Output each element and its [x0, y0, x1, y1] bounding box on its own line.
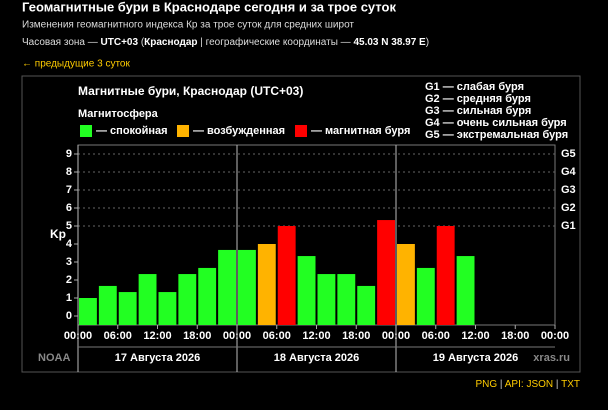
timezone-part: Часовая зона —	[22, 37, 101, 48]
y-tick-label: 7	[66, 184, 72, 196]
timezone-part: )	[426, 37, 429, 48]
y2-tick-label: G3	[561, 184, 576, 196]
y-tick-label: 3	[66, 256, 72, 268]
bar	[436, 226, 455, 325]
bar	[98, 285, 117, 325]
legend-label: — спокойная	[96, 125, 168, 137]
legend-label: — магнитная буря	[311, 125, 410, 137]
chart-title: Магнитные бури, Краснодар (UTC+03)	[78, 84, 303, 98]
legend-label: — возбужденная	[193, 125, 285, 137]
api-label: API:	[505, 379, 524, 390]
storm-legend: G1 — слабая буря	[425, 81, 524, 93]
bar	[218, 249, 236, 325]
y2-tick-label: G5	[561, 148, 576, 160]
y-label: Kp	[50, 227, 66, 241]
source-right: xras.ru	[533, 352, 570, 364]
day-label: 19 Августа 2026	[433, 352, 519, 364]
storm-legend: G5 — экстремальная буря	[425, 129, 568, 141]
bar	[138, 274, 157, 325]
x-tick-label: 18:00	[501, 330, 529, 342]
timezone-line: Часовая зона — UTC+03 (Краснодар | геогр…	[22, 36, 429, 48]
storm-legend: G2 — средняя буря	[425, 93, 531, 105]
bar	[297, 256, 316, 325]
x-tick-label: 18:00	[342, 330, 370, 342]
y2-tick-label: G2	[561, 202, 576, 214]
bar	[416, 267, 435, 325]
y-tick-label: 6	[66, 202, 72, 214]
subtitle: Изменения геомагнитного индекса Кр за тр…	[22, 20, 354, 31]
y-tick-label: 0	[66, 310, 72, 322]
storm-legend: G4 — очень сильная буря	[425, 117, 567, 129]
y-tick-label: 1	[66, 292, 72, 304]
bar	[238, 249, 256, 325]
bar	[337, 274, 356, 325]
bar	[158, 292, 177, 325]
legend-title: Магнитосфера	[78, 108, 159, 120]
bar	[118, 292, 137, 325]
bar	[357, 285, 376, 325]
txt-link[interactable]: TXT	[561, 379, 580, 390]
png-link[interactable]: PNG	[475, 379, 497, 390]
bar	[456, 256, 475, 325]
legend-swatch	[177, 125, 189, 137]
x-tick-label: 00:00	[541, 330, 569, 342]
timezone-part: (	[138, 37, 145, 48]
y-tick-label: 9	[66, 148, 72, 160]
x-tick-label: 18:00	[183, 330, 211, 342]
json-link[interactable]: JSON	[526, 379, 553, 390]
day-label: 17 Августа 2026	[115, 352, 201, 364]
footer: PNG | API: JSON | TXT	[475, 379, 580, 390]
x-tick-label: 12:00	[302, 330, 330, 342]
legend-swatch	[80, 125, 92, 137]
x-tick-label: 06:00	[104, 330, 132, 342]
y-tick-label: 4	[66, 238, 73, 250]
prev-link[interactable]: ← предыдущие 3 суток	[22, 59, 130, 70]
bar	[178, 274, 197, 325]
source-left: NOAA	[38, 352, 70, 364]
x-tick-label: 12:00	[461, 330, 489, 342]
legend-swatch	[295, 125, 307, 137]
bar	[257, 244, 276, 325]
day-label: 18 Августа 2026	[274, 352, 360, 364]
timezone-part: | географические координаты —	[198, 36, 354, 48]
y2-tick-label: G1	[561, 220, 576, 232]
timezone-part: Краснодар	[144, 37, 197, 48]
y-tick-label: 8	[66, 166, 72, 178]
bar	[198, 267, 217, 325]
storm-legend: G3 — сильная буря	[425, 105, 531, 117]
page-title: Геомагнитные бури в Краснодаре сегодня и…	[22, 0, 396, 14]
y-tick-label: 2	[66, 274, 72, 286]
bar	[317, 274, 336, 325]
x-tick-label: 06:00	[422, 330, 450, 342]
bar	[397, 244, 415, 325]
x-tick-label: 06:00	[263, 330, 291, 342]
x-tick-label: 12:00	[143, 330, 171, 342]
timezone-part: 45.03 N 38.97 E	[353, 37, 426, 48]
timezone-part: UTC+03	[101, 37, 139, 48]
y-tick-label: 5	[66, 220, 72, 232]
bar	[277, 226, 296, 325]
bar	[79, 298, 97, 325]
bar	[377, 220, 395, 325]
y2-tick-label: G4	[561, 166, 577, 178]
